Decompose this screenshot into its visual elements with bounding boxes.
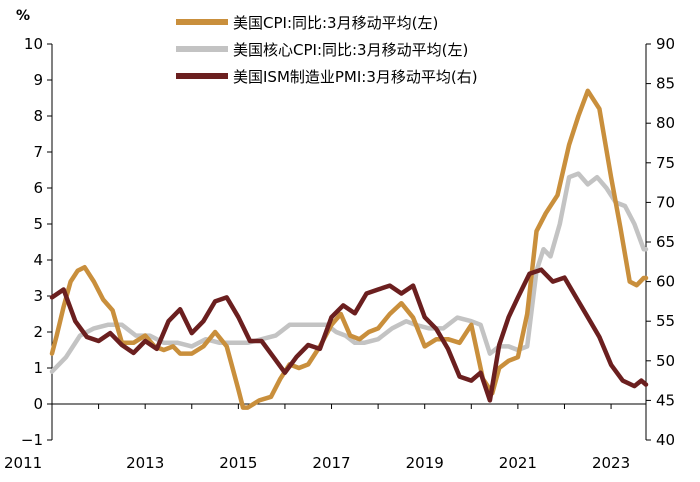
right-tick-label: 50	[656, 352, 675, 370]
left-tick-label: 7	[33, 143, 43, 161]
right-axis-ticks: 40 45 50 55 60 65 70 75 80 85 90	[646, 35, 675, 449]
left-tick-label: 5	[33, 215, 43, 233]
right-tick-label: 45	[656, 391, 675, 409]
legend: 美国CPI:同比:3月移动平均(左) 美国核心CPI:同比:3月移动平均(左) 美国…	[176, 14, 478, 86]
left-tick-label: 4	[33, 251, 43, 269]
left-tick-label: 2	[33, 323, 43, 341]
left-tick-label: −1	[21, 431, 43, 449]
legend-label-2: 美国核心CPI:同比:3月移动平均(左)	[233, 41, 468, 59]
series-line-2	[49, 171, 649, 374]
series-line-3	[49, 267, 649, 403]
right-tick-label: 55	[656, 312, 675, 330]
series-layer	[49, 88, 649, 410]
x-tick-label: 2011	[4, 454, 42, 472]
y-unit-label: %	[16, 8, 30, 24]
x-tick-label: 2017	[312, 454, 350, 472]
left-tick-label: 6	[33, 179, 43, 197]
right-tick-label: 60	[656, 273, 675, 291]
legend-label-1: 美国CPI:同比:3月移动平均(左)	[233, 14, 438, 32]
left-tick-label: 0	[33, 395, 43, 413]
x-tick-label: 2013	[126, 454, 164, 472]
left-tick-label: 8	[33, 107, 43, 125]
right-tick-label: 65	[656, 233, 675, 251]
x-tick-label: 2015	[219, 454, 257, 472]
x-tick-label: 2019	[406, 454, 444, 472]
x-tick-label: 2021	[499, 454, 537, 472]
legend-label-3: 美国ISM制造业PMI:3月移动平均(右)	[233, 68, 478, 86]
right-tick-label: 75	[656, 154, 675, 172]
x-axis-ticks: 2011 2013 2015 2017 2019 2021 2023	[4, 404, 630, 472]
left-tick-label: 1	[33, 359, 43, 377]
series-line-1	[49, 88, 649, 410]
left-axis-ticks: −1 0 1 2 3 4 5 6 7 8 9 10	[21, 35, 52, 449]
right-tick-label: 80	[656, 114, 675, 132]
left-tick-label: 9	[33, 71, 43, 89]
right-tick-label: 70	[656, 193, 675, 211]
right-tick-label: 85	[656, 75, 675, 93]
right-tick-label: 40	[656, 431, 675, 449]
right-tick-label: 90	[656, 35, 675, 53]
x-tick-label: 2023	[592, 454, 630, 472]
left-tick-label: 3	[33, 287, 43, 305]
left-tick-label: 10	[24, 35, 43, 53]
